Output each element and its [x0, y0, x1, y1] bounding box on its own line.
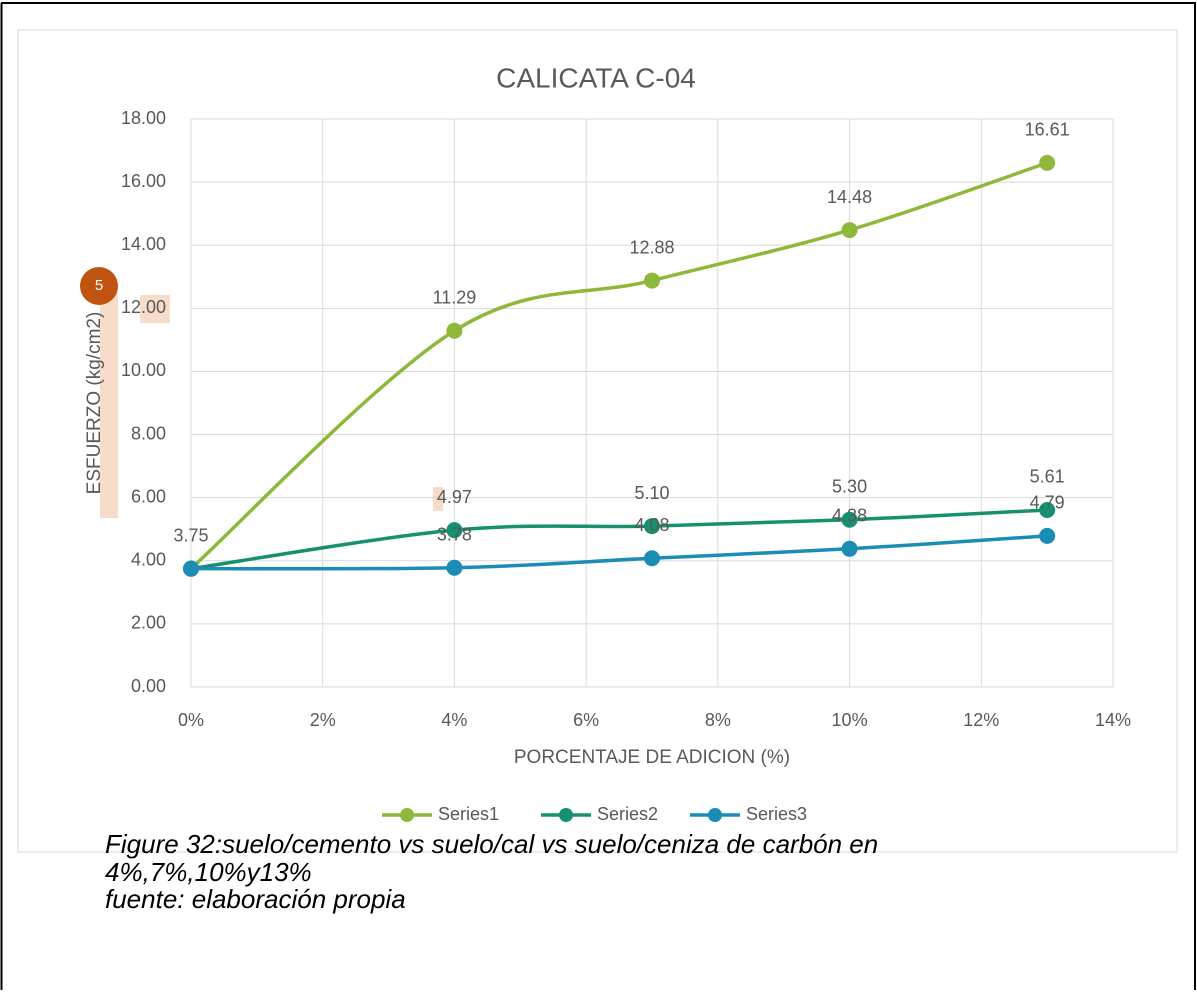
caption: fuente: elaboración propia [105, 884, 406, 914]
marker [841, 511, 858, 528]
caption: Figure 32:suelo/cemento vs suelo/cal vs … [105, 829, 878, 859]
data-label: 5.61 [1030, 467, 1065, 487]
marker [446, 559, 463, 576]
chart-area [17, 29, 1178, 853]
chart-title: CALICATA C-04 [496, 62, 696, 93]
y-tick-label: 18.00 [121, 108, 166, 128]
data-label: 4.38 [832, 506, 867, 526]
legend-marker [708, 808, 722, 822]
marker [644, 518, 660, 535]
y-tick-label: 2.00 [131, 613, 166, 633]
y-axis-title: ESFUERZO (kg/cm2) [84, 312, 105, 495]
marker [1039, 527, 1056, 544]
legend-marker [400, 808, 414, 822]
y-tick-label: 10.00 [121, 360, 166, 380]
highlight [140, 295, 170, 323]
marker [644, 550, 660, 567]
data-label: 16.61 [1025, 120, 1070, 140]
data-label: 5.10 [634, 483, 669, 503]
y-tick-label: 12.00 [121, 297, 166, 317]
legend-label: Series3 [746, 804, 807, 824]
plot: 0.00 2.00 4.00 6.00 8.00 10.00 12.00 14.00 16.00… [121, 108, 1131, 824]
marker [1039, 501, 1056, 518]
data-label: 4.08 [634, 515, 669, 535]
data-label: 4.97 [437, 487, 472, 507]
data-label: 5.30 [832, 477, 867, 497]
highlight [433, 487, 443, 511]
data-label: 3.75 [173, 525, 208, 545]
legend-marker [559, 808, 573, 822]
series-line [189, 161, 1048, 570]
y-tick-label: 16.00 [121, 171, 166, 191]
y-tick-label: 14.00 [121, 234, 166, 254]
y-tick-label: 6.00 [131, 486, 166, 506]
x-tick-label: 12% [963, 710, 999, 730]
x-tick-label: 14% [1095, 710, 1131, 730]
highlight [100, 290, 118, 518]
legend-label: Series2 [597, 804, 658, 824]
data-label: 11.29 [433, 287, 477, 307]
x-tick-label: 0% [178, 710, 204, 730]
badge-label: 5 [95, 277, 103, 294]
x-tick-label: 8% [705, 710, 731, 730]
x-tick-label: 2% [310, 710, 336, 730]
badge [80, 267, 118, 305]
data-label: 14.48 [827, 187, 872, 207]
data-label: 3.78 [437, 524, 472, 544]
legend-label: Series1 [438, 804, 499, 824]
marker [841, 540, 858, 557]
y-tick-label: 0.00 [131, 676, 166, 696]
caption: 4%,7%,10%y13% [105, 857, 312, 887]
marker [446, 322, 463, 339]
marker [644, 272, 660, 289]
x-tick-label: 4% [441, 710, 467, 730]
marker [183, 560, 199, 577]
data-label: 12.88 [629, 237, 674, 257]
data-label: 4.79 [1030, 493, 1065, 513]
y-tick-label: 8.00 [131, 423, 166, 443]
marker [1039, 154, 1056, 171]
marker [446, 522, 463, 539]
y-tick-label: 4.00 [131, 550, 166, 570]
x-tick-label: 10% [832, 710, 868, 730]
x-tick-label: 6% [573, 710, 599, 730]
x-axis-title: PORCENTAJE DE ADICION (%) [514, 747, 790, 768]
marker [841, 222, 858, 239]
